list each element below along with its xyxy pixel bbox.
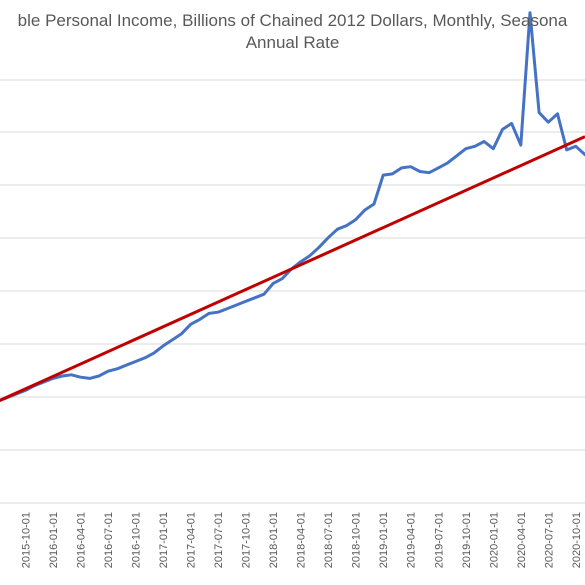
x-tick-label: 2015-10-01 xyxy=(21,512,33,568)
x-tick-label: 2016-04-01 xyxy=(76,512,88,568)
x-tick-label: 2018-10-01 xyxy=(351,512,363,568)
x-tick-label: 2017-07-01 xyxy=(213,512,225,568)
x-tick-label: 2017-10-01 xyxy=(241,512,253,568)
x-tick-label: 2018-01-01 xyxy=(268,512,280,568)
x-tick-label: 2018-04-01 xyxy=(296,512,308,568)
x-tick-label: 2020-07-01 xyxy=(543,512,555,568)
x-tick-label: 2017-04-01 xyxy=(186,512,198,568)
x-tick-label: 2016-10-01 xyxy=(131,512,143,568)
x-tick-label: 2019-01-01 xyxy=(378,512,390,568)
x-tick-label: 2016-07-01 xyxy=(103,512,115,568)
series-line-income xyxy=(0,11,585,403)
x-axis-tick-labels: 2015-10-01 2016-01-01 2016-04-01 2016-07-01… xyxy=(21,512,583,568)
x-tick-label: 2019-04-01 xyxy=(406,512,418,568)
x-tick-label: 2020-01-01 xyxy=(488,512,500,568)
x-tick-label: 2019-10-01 xyxy=(461,512,473,568)
x-tick-label: 2020-04-01 xyxy=(516,512,528,568)
x-tick-label: 2018-07-01 xyxy=(323,512,335,568)
x-tick-label: 2017-01-01 xyxy=(158,512,170,568)
x-tick-label: 2019-07-01 xyxy=(433,512,445,568)
x-tick-label: 2016-01-01 xyxy=(48,512,60,568)
trend-line xyxy=(0,135,585,402)
x-tick-label: 2020-10-01 xyxy=(571,512,583,568)
gridlines xyxy=(0,79,585,504)
